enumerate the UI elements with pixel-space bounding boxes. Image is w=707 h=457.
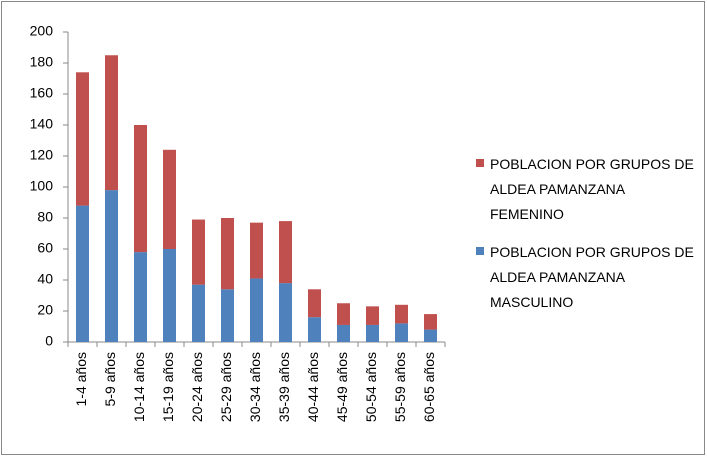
- bar-segment: [424, 329, 437, 342]
- bar-segment: [105, 55, 118, 191]
- x-tick-label: 1-4 años: [73, 352, 89, 406]
- bar-segment: [250, 278, 263, 342]
- x-tick-label: 30-34 años: [247, 352, 263, 422]
- y-tick-label: 180: [30, 54, 54, 70]
- bar-segment: [163, 249, 176, 342]
- x-tick-label: 60-65 años: [421, 352, 437, 422]
- bar-segment: [395, 323, 408, 342]
- legend-swatch: [476, 247, 484, 255]
- y-tick-label: 200: [30, 23, 54, 39]
- x-tick-label: 45-49 años: [334, 352, 350, 422]
- legend-label: POBLACION POR GRUPOS DE ALDEA PAMANZANA …: [490, 156, 694, 222]
- x-tick-label: 25-29 años: [218, 352, 234, 422]
- y-tick-label: 140: [30, 116, 54, 132]
- y-tick-label: 0: [45, 333, 53, 349]
- y-tick-label: 160: [30, 85, 54, 101]
- y-tick-label: 100: [30, 178, 54, 194]
- y-tick-label: 40: [37, 271, 53, 287]
- bar-segment: [192, 284, 205, 342]
- legend-label: POBLACION POR GRUPOS DE ALDEA PAMANZANA …: [490, 244, 694, 310]
- x-tick-label: 20-24 años: [189, 352, 205, 422]
- bar-segment: [337, 303, 350, 325]
- y-tick-label: 80: [37, 209, 53, 225]
- bar-segment: [134, 125, 147, 253]
- bar-segment: [134, 252, 147, 342]
- x-tick-label: 55-59 años: [392, 352, 408, 422]
- x-tick-label: 40-44 años: [305, 352, 321, 422]
- bar-segment: [366, 324, 379, 342]
- bar-segment: [221, 289, 234, 342]
- bar-segment: [337, 324, 350, 342]
- bar-segment: [76, 205, 89, 342]
- x-tick-label: 10-14 años: [131, 352, 147, 422]
- x-tick-label: 35-39 años: [276, 352, 292, 422]
- x-tick-label: 50-54 años: [363, 352, 379, 422]
- bar-segment: [105, 190, 118, 342]
- y-tick-label: 20: [37, 302, 53, 318]
- y-tick-label: 120: [30, 147, 54, 163]
- bar-segment: [76, 72, 89, 206]
- bar-segment: [395, 304, 408, 324]
- bar-segment: [424, 314, 437, 330]
- bar-segment: [163, 149, 176, 249]
- x-tick-label: 5-9 años: [102, 352, 118, 406]
- bar-segment: [279, 221, 292, 284]
- x-tick-label: 15-19 años: [160, 352, 176, 422]
- bar-segment: [366, 306, 379, 325]
- bar-segment: [192, 219, 205, 285]
- bar-segment: [221, 218, 234, 290]
- bar-segment: [279, 283, 292, 342]
- bar-segment: [250, 222, 263, 279]
- y-tick-label: 60: [37, 240, 53, 256]
- legend-swatch: [476, 159, 484, 167]
- bar-segment: [308, 289, 321, 318]
- bar-segment: [308, 317, 321, 342]
